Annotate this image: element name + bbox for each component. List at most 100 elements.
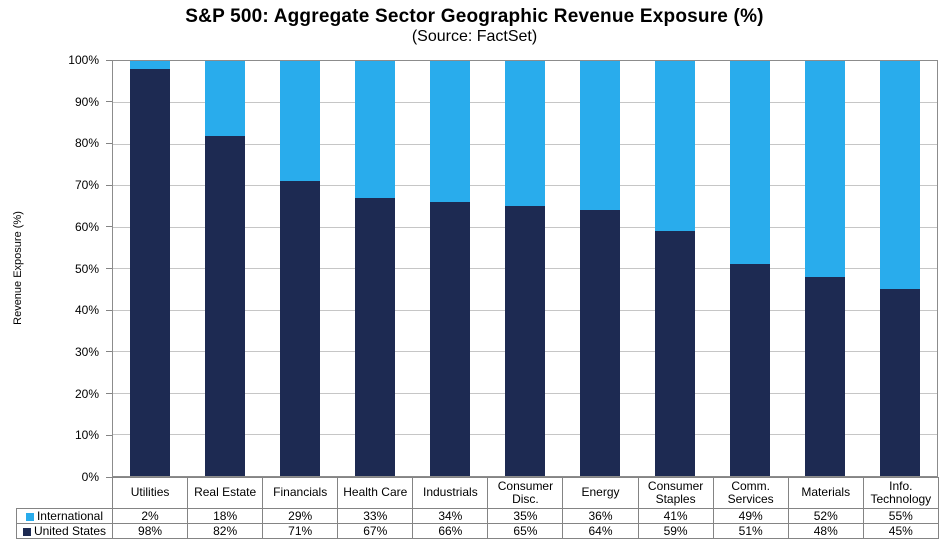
bar-column — [338, 61, 413, 476]
bar-segment-international — [504, 61, 545, 207]
legend-swatch-international — [25, 512, 34, 521]
value-cell: 18% — [187, 508, 264, 524]
category-header-cell: Energy — [562, 477, 639, 509]
y-tick-label: 60% — [74, 219, 99, 234]
bar-stack — [205, 61, 246, 476]
category-header-cell: Utilities — [111, 477, 189, 509]
bar-segment-international — [280, 61, 321, 182]
value-cell: 35% — [487, 508, 564, 524]
category-header-cell: Info. Technology — [862, 477, 939, 509]
bar-column — [413, 61, 488, 476]
legend-cell: United States — [16, 523, 113, 539]
bar-segment-united-states — [804, 276, 845, 476]
category-header-cell: Consumer Disc. — [487, 477, 564, 509]
y-tick-label: 0% — [81, 470, 99, 484]
bar-segment-international — [579, 61, 620, 211]
table-body: Utilities Real Estate Financials Health Car… — [16, 477, 939, 539]
bar-segment-international — [654, 61, 695, 232]
y-tick-mark — [106, 476, 112, 478]
chart-subtitle: (Source: FactSet) — [411, 28, 538, 45]
data-table: Utilities Real Estate Financials Health Car… — [16, 477, 939, 539]
y-tick-mark — [106, 268, 112, 269]
y-tick-label: 20% — [74, 386, 99, 401]
y-tick-label: 50% — [74, 261, 99, 276]
value-cell: 52% — [787, 508, 864, 524]
bar-column — [263, 61, 338, 476]
bar-segment-united-states — [280, 181, 321, 476]
y-tick-label: 100% — [68, 53, 99, 67]
y-tick-mark — [106, 184, 112, 186]
value-cell: 66% — [412, 523, 489, 539]
value-cell: 59% — [637, 523, 714, 539]
y-tick-label: 40% — [74, 303, 99, 318]
y-tick-label: 10% — [74, 428, 99, 443]
value-cell: 2% — [111, 508, 189, 524]
bar-column — [562, 61, 637, 476]
bar-segment-united-states — [579, 210, 620, 476]
value-cell: 98% — [111, 523, 189, 539]
series-row-united-states: United States 98% 82% 71% 67% 66% 65% 64% 59% 51%… — [16, 523, 939, 539]
bar-segment-international — [729, 61, 770, 265]
y-axis: 0% 10% 20% 30% 40% 50% 60% 70% 80% 90% 100% — [0, 53, 112, 484]
y-tick-mark — [106, 351, 112, 353]
category-header-cell: Comm. Services — [712, 477, 789, 509]
bar-segment-united-states — [355, 197, 396, 476]
legend-cell: International — [16, 508, 113, 524]
bar-segment-united-states — [130, 69, 171, 476]
y-tick-label: 70% — [74, 178, 99, 193]
y-tick-mark — [106, 142, 112, 144]
category-header-cell: Financials — [262, 477, 339, 509]
bar-segment-united-states — [729, 264, 770, 476]
y-tick-mark — [106, 101, 112, 103]
value-cell: 41% — [637, 508, 714, 524]
bar-column — [113, 61, 188, 476]
category-header-cell: Real Estate — [187, 477, 264, 509]
bar-stack — [504, 61, 545, 476]
bar-column — [712, 61, 787, 476]
bar-segment-united-states — [205, 135, 246, 476]
table-corner-cell — [17, 478, 113, 509]
bar-segment-international — [430, 61, 471, 203]
value-cell: 36% — [562, 508, 639, 524]
value-cell: 33% — [337, 508, 414, 524]
bar-stack — [579, 61, 620, 476]
bar-column — [188, 61, 263, 476]
bar-stack — [355, 61, 396, 476]
y-tick-label: 80% — [74, 136, 99, 151]
category-header-cell: Materials — [787, 477, 864, 509]
category-header-cell: Consumer Staples — [637, 477, 714, 509]
bar-segment-united-states — [879, 289, 920, 476]
data-table-wrap: Utilities Real Estate Financials Health Car… — [16, 477, 939, 539]
value-cell: 29% — [262, 508, 339, 524]
bar-column — [637, 61, 712, 476]
bar-segment-international — [879, 61, 920, 290]
legend-label: International — [36, 508, 104, 523]
bars-container — [113, 61, 937, 476]
bar-segment-united-states — [430, 202, 471, 476]
category-header-cell: Health Care — [337, 477, 414, 509]
value-cell: 45% — [862, 523, 939, 539]
value-cell: 48% — [787, 523, 864, 539]
value-cell: 51% — [712, 523, 789, 539]
bar-segment-international — [205, 61, 246, 136]
y-tick-mark — [106, 226, 112, 228]
bar-stack — [804, 61, 845, 476]
value-cell: 71% — [262, 523, 339, 539]
table-header-row: Utilities Real Estate Financials Health Car… — [17, 477, 939, 509]
y-tick-mark — [106, 393, 112, 395]
bar-column — [488, 61, 563, 476]
value-cell: 82% — [187, 523, 264, 539]
bar-segment-international — [355, 61, 396, 198]
value-cell: 49% — [712, 508, 789, 524]
value-cell: 67% — [337, 523, 414, 539]
bar-stack — [430, 61, 471, 476]
value-cell: 55% — [862, 508, 939, 524]
bar-segment-united-states — [654, 231, 695, 476]
bar-stack — [729, 61, 770, 476]
bar-segment-international — [804, 61, 845, 277]
y-tick-label: 90% — [74, 94, 99, 109]
value-cell: 34% — [412, 508, 489, 524]
y-tick-mark — [106, 59, 112, 61]
category-header-cell: Industrials — [412, 477, 489, 509]
y-tick-mark — [106, 309, 112, 311]
